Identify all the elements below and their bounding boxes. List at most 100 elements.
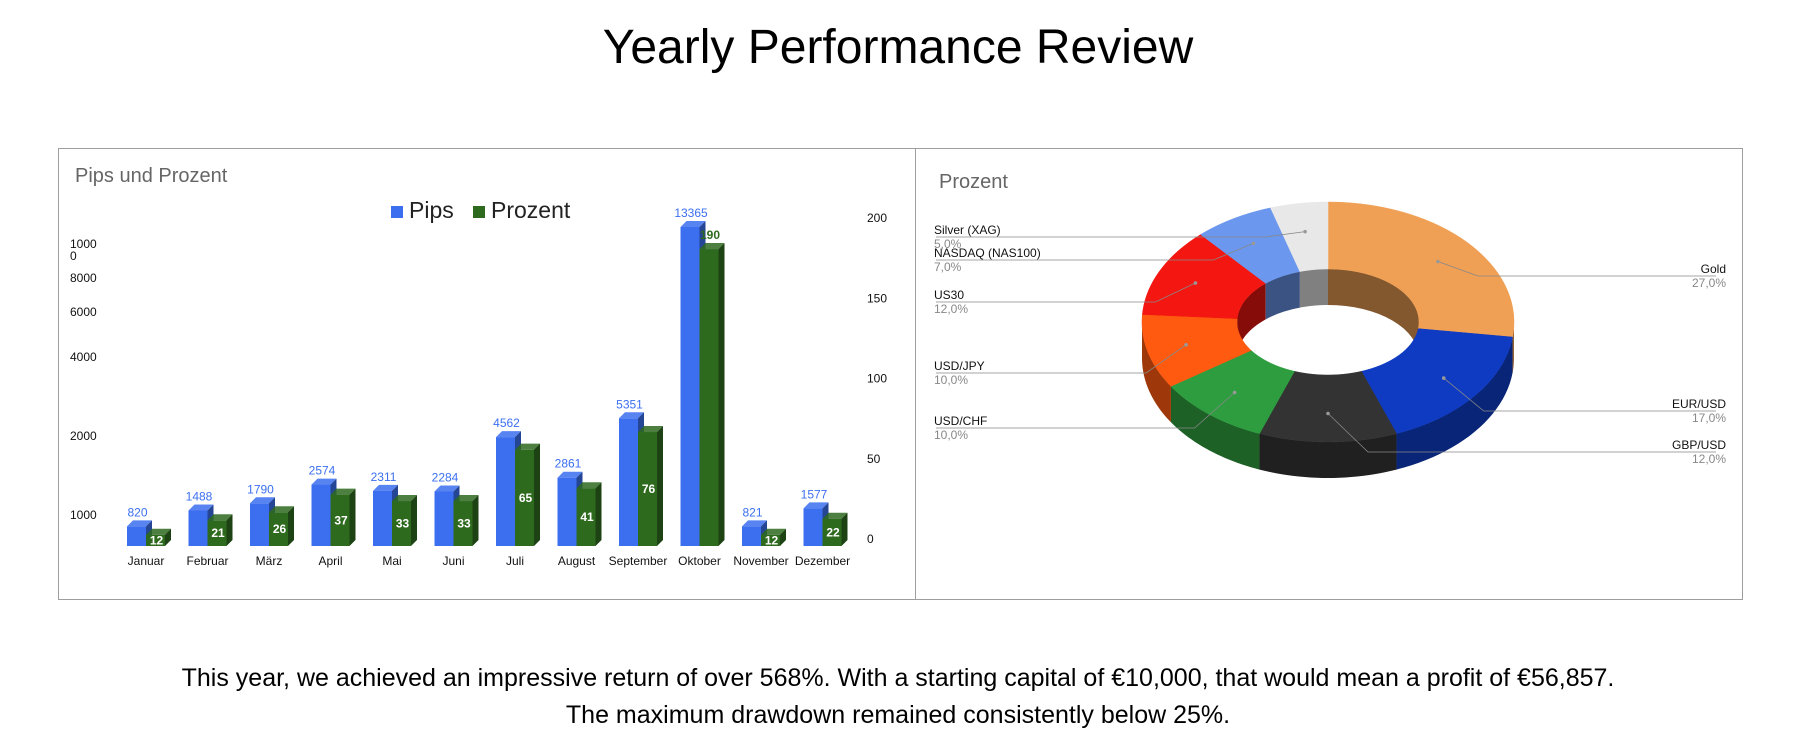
pips-data-label: 4562	[493, 416, 520, 430]
pips-bar	[188, 510, 208, 546]
prozent-bar	[576, 488, 596, 546]
pips-bar-top	[680, 221, 706, 227]
donut-wall-gbp-usd	[1259, 433, 1397, 478]
donut-slice-gold	[1327, 201, 1515, 338]
prozent-bar-top	[515, 443, 540, 450]
slice-label: USD/JPY	[934, 359, 985, 373]
prozent-bar-side	[165, 528, 171, 546]
donut-inner-wall	[1237, 283, 1266, 355]
pips-bar-top	[373, 484, 398, 491]
left-axis-tick: 6000	[70, 305, 97, 319]
pips-prozent-chart-panel: Pips und Prozent Pips Prozent 1000 0 8000 600…	[58, 148, 916, 600]
pips-bar	[742, 526, 761, 546]
prozent-bar-side	[595, 482, 602, 546]
slice-label: Silver (XAG)	[934, 223, 1001, 237]
page-title: Yearly Performance Review	[602, 21, 1194, 74]
pips-data-label: 820	[127, 505, 147, 519]
prozent-bar-side	[349, 488, 356, 546]
prozent-data-label: 33	[396, 517, 410, 531]
prozent-bar-side	[534, 443, 540, 546]
leader-dot	[1326, 411, 1330, 416]
pips-data-label: 1790	[247, 482, 274, 496]
slice-value-label: 12,0%	[934, 302, 968, 316]
left-axis-tick: 1000	[70, 237, 97, 251]
slice-label: Gold	[1701, 262, 1726, 276]
pips-bar	[619, 418, 638, 546]
slice-value-label: 10,0%	[934, 373, 968, 387]
category-label: Juni	[442, 554, 464, 568]
prozent-bar-top	[392, 495, 417, 502]
pie-chart-title: Prozent	[939, 171, 1008, 193]
prozent-bar-top	[822, 512, 848, 519]
donut-wall-usd-jpy	[1142, 322, 1171, 423]
right-axis-tick: 50	[867, 452, 881, 466]
leader-line	[936, 392, 1235, 429]
pips-data-label: 821	[742, 505, 762, 519]
leader-line	[936, 282, 1196, 303]
legend-label-prozent: Prozent	[491, 197, 571, 223]
pips-bar-top	[619, 412, 644, 419]
prozent-bar	[269, 512, 288, 546]
leader-dot	[1184, 342, 1188, 347]
pips-bar-top	[250, 497, 275, 504]
leader-line	[1437, 261, 1716, 277]
left-axis-tick: 4000	[70, 350, 97, 364]
leader-line	[1327, 413, 1716, 453]
category-label: September	[609, 554, 668, 568]
pips-bar-top	[127, 520, 152, 527]
prozent-bar-top	[453, 495, 479, 502]
pips-bar	[496, 437, 515, 546]
slice-label: US30	[934, 288, 964, 302]
pips-data-label: 5351	[616, 397, 643, 411]
slice-label: USD/CHF	[934, 414, 987, 428]
pips-data-label: 2284	[432, 470, 459, 484]
right-axis-tick: 150	[867, 291, 887, 305]
pips-bar-top	[311, 478, 337, 485]
left-axis-tick: 0	[70, 249, 77, 263]
summary-text: This year, we achieved an impressive ret…	[0, 660, 1796, 734]
prozent-bar	[146, 534, 165, 546]
donut-wall-usd-chf	[1170, 386, 1260, 470]
prozent-bar	[515, 449, 534, 546]
leader-line	[936, 344, 1187, 374]
prozent-bar	[822, 518, 842, 546]
prozent-data-label: 12	[765, 533, 779, 547]
prozent-bar-side	[411, 495, 417, 546]
right-axis-tick: 0	[867, 532, 874, 546]
pips-bar-top	[188, 504, 214, 511]
prozent-data-label: 12	[150, 533, 164, 547]
prozent-bar	[638, 432, 657, 546]
prozent-bar	[761, 534, 780, 546]
prozent-data-label: 21	[211, 526, 225, 540]
prozent-bar-side	[718, 243, 725, 547]
prozent-data-label: 33	[457, 517, 471, 531]
category-label: Dezember	[795, 554, 850, 568]
pips-bar	[680, 227, 700, 546]
leader-dot	[1232, 390, 1237, 395]
leader-line	[936, 231, 1306, 238]
prozent-bar-side	[780, 528, 786, 546]
bar-series-group	[127, 221, 848, 547]
prozent-bar-top	[146, 528, 171, 535]
prozent-bar-top	[699, 243, 725, 250]
leader-line	[1443, 377, 1716, 412]
donut-wall-gold	[1512, 322, 1514, 374]
pips-bar	[803, 508, 823, 546]
bar-chart-title: Pips und Prozent	[75, 165, 228, 187]
pips-data-label: 1577	[801, 487, 828, 501]
leader-line	[936, 242, 1254, 261]
slice-value-label: 7,0%	[934, 260, 962, 274]
slice-label: GBP/USD	[1672, 438, 1726, 452]
leader-dot	[1303, 229, 1307, 234]
category-label: November	[733, 554, 788, 568]
pips-bar	[434, 491, 454, 546]
left-axis-tick: 1000	[70, 508, 97, 522]
summary-line-1: This year, we achieved an impressive ret…	[181, 664, 1615, 692]
right-axis-tick: 200	[867, 211, 887, 225]
category-label: April	[318, 554, 342, 568]
slice-value-label: 27,0%	[1692, 276, 1726, 290]
pips-bar-top	[557, 471, 583, 478]
left-axis-tick: 2000	[70, 429, 97, 443]
bar-chart-canvas: Pips Prozent10000800060004000200010002001…	[70, 197, 887, 568]
slice-value-label: 5,0%	[934, 237, 962, 251]
